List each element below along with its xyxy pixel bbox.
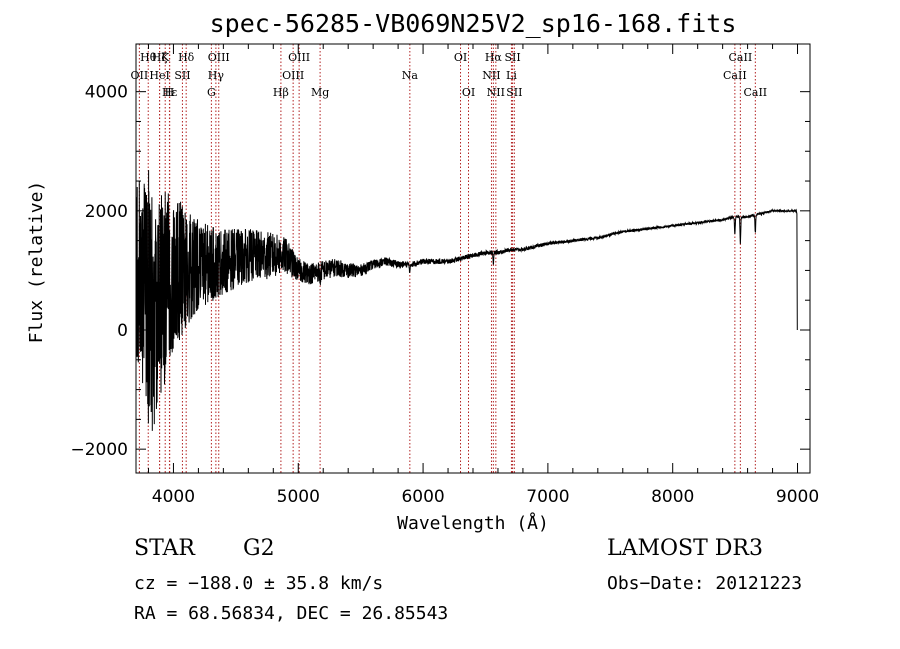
spectral-line-label: Mg	[311, 86, 329, 99]
survey-name: LAMOST DR3	[607, 536, 763, 561]
spectral-line-label: Li	[506, 69, 517, 82]
spectral-line-label: H	[165, 86, 175, 99]
spectral-line-label: Hβ	[273, 86, 289, 99]
spectral-line-label: CaII	[729, 51, 753, 64]
x-tick-label: 5000	[277, 487, 320, 507]
spectral-line-label: OI	[454, 51, 467, 64]
spectral-line-label: Hζ	[152, 51, 168, 64]
x-tick-label: 6000	[401, 487, 444, 507]
spectral-line-label: SII	[174, 69, 190, 82]
spectral-line-label: CaII	[723, 69, 747, 82]
object-type: STAR	[134, 536, 195, 561]
spectral-line-label: SII	[504, 51, 520, 64]
x-tick-label: 7000	[526, 487, 569, 507]
spectral-line-label: HeI	[149, 69, 169, 82]
spectral-line-label: OIII	[282, 69, 304, 82]
x-axis-label: Wavelength (Å)	[397, 512, 549, 534]
y-tick-label: 0	[117, 321, 128, 341]
obs-date: Obs−Date: 20121223	[607, 573, 803, 594]
spectral-line-label: Hδ	[178, 51, 195, 64]
y-tick-label: 2000	[85, 202, 128, 222]
spectral-line-label: NII	[487, 86, 505, 99]
spectral-line-label: Hγ	[208, 69, 225, 82]
y-tick-label: 4000	[85, 83, 128, 103]
y-axis-label: Flux (relative)	[26, 181, 47, 344]
spectral-line-label: Hα	[485, 51, 503, 64]
spectral-line-label: NII	[482, 69, 500, 82]
spectral-line-label: OIII	[208, 51, 230, 64]
y-axis: −2000 0 2000 4000	[70, 83, 810, 460]
spectral-line-label: K	[161, 51, 170, 64]
spectral-line-label: OII	[131, 69, 149, 82]
spectrum-line	[135, 170, 798, 431]
ra-dec: RA = 68.56834, DEC = 26.85543	[134, 603, 449, 624]
spectral-line-label: OI	[462, 86, 475, 99]
spectral-line-label: OIII	[288, 51, 310, 64]
x-tick-label: 4000	[152, 487, 195, 507]
x-tick-label: 8000	[651, 487, 694, 507]
spectral-line-label: Hθ	[140, 51, 157, 64]
chart-title: spec-56285-VB069N25V2_sp16-168.fits	[210, 9, 737, 38]
spectral-line-label: CaII	[743, 86, 767, 99]
spectral-line-label: G	[207, 86, 216, 99]
spectral-line-label: Hε	[162, 86, 178, 99]
spectral-line-label: SII	[506, 86, 522, 99]
object-class: G2	[243, 536, 275, 561]
x-tick-label: 9000	[776, 487, 819, 507]
spectral-line-label: Na	[402, 69, 419, 82]
x-axis: 4000 5000 6000 7000 8000 9000	[147, 44, 819, 507]
y-tick-label: −2000	[70, 440, 128, 460]
redshift-cz: cz = −188.0 ± 35.8 km/s	[134, 573, 384, 594]
